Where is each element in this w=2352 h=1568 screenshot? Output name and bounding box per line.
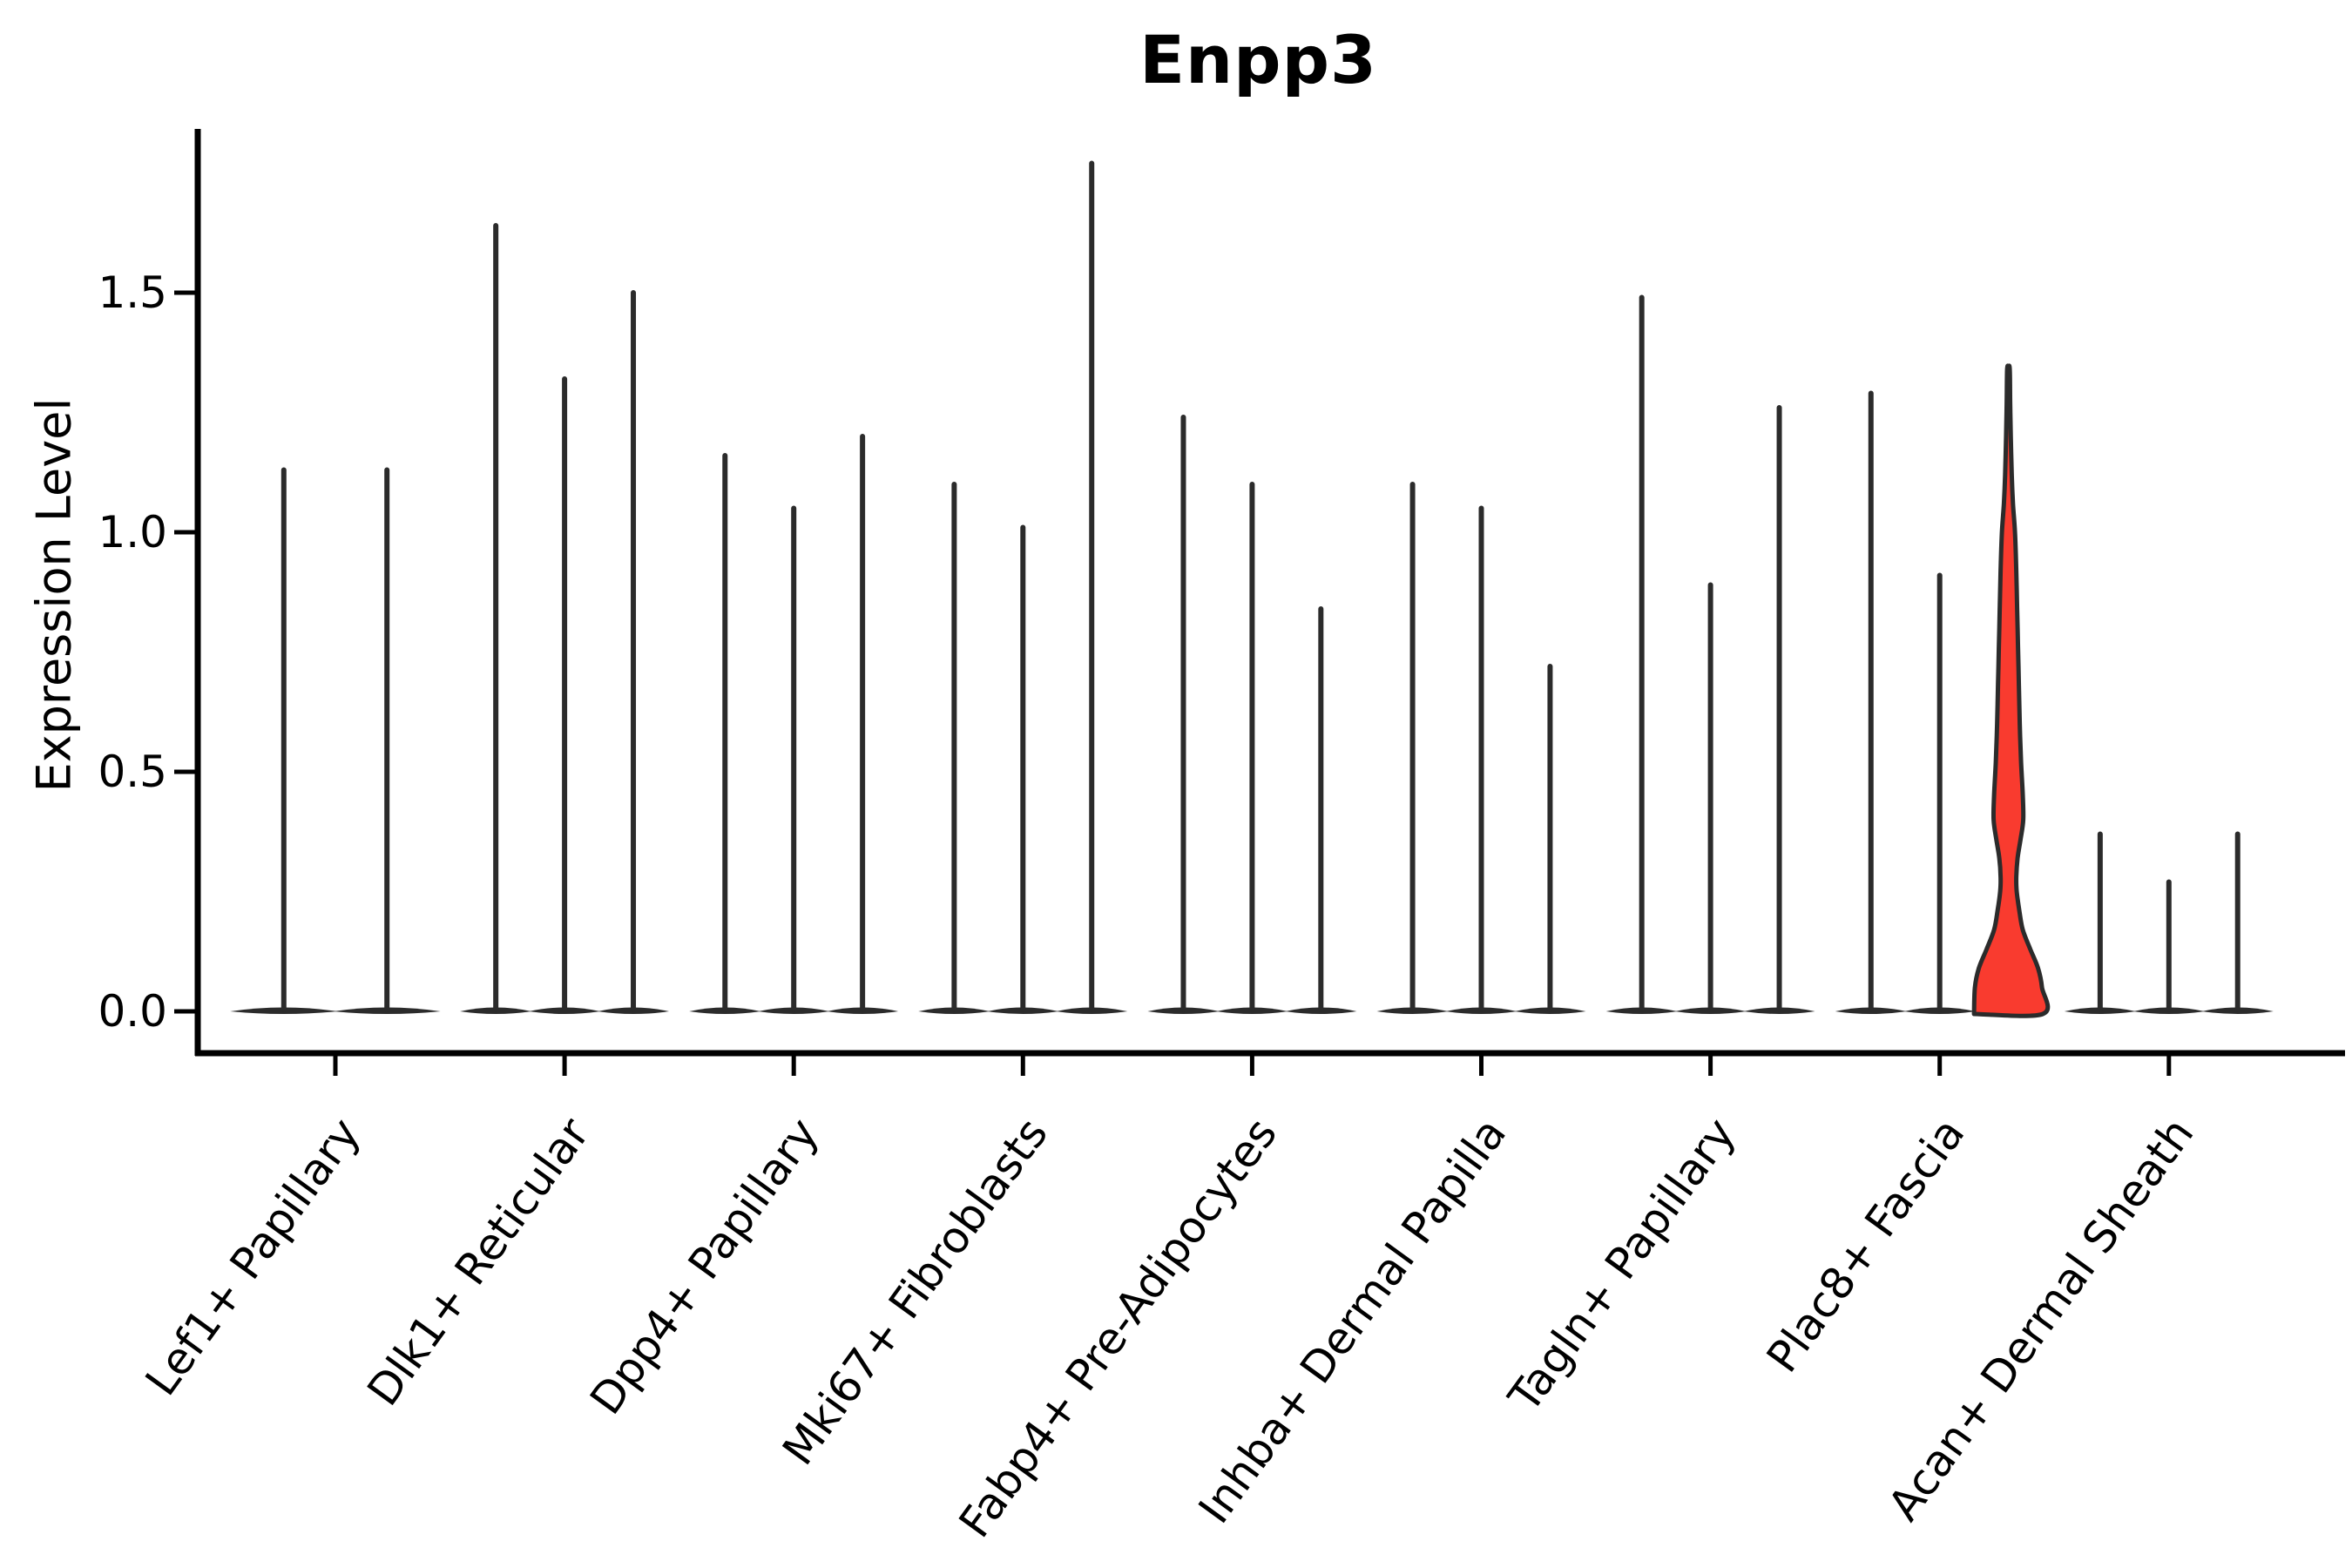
x-category-label: Tagln+ Papillary (1498, 1109, 1745, 1422)
y-tick-label: 1.0 (98, 507, 167, 558)
x-category-label: Plac8+ Fascia (1757, 1109, 1975, 1382)
y-tick-label: 0.0 (98, 986, 167, 1037)
x-category-label: Dpp4+ Papillary (580, 1109, 828, 1423)
chart-title: Enpp3 (1139, 21, 1377, 98)
x-category-label: Mki67+ Fibroblasts (773, 1109, 1058, 1474)
highlighted-violin (1971, 363, 2051, 1018)
x-category-label: Dlk1+ Reticular (357, 1109, 599, 1416)
y-tick-label: 0.5 (98, 747, 167, 797)
y-tick-label: 1.5 (98, 267, 167, 318)
x-category-label: Lef1+ Papillary (136, 1109, 370, 1405)
